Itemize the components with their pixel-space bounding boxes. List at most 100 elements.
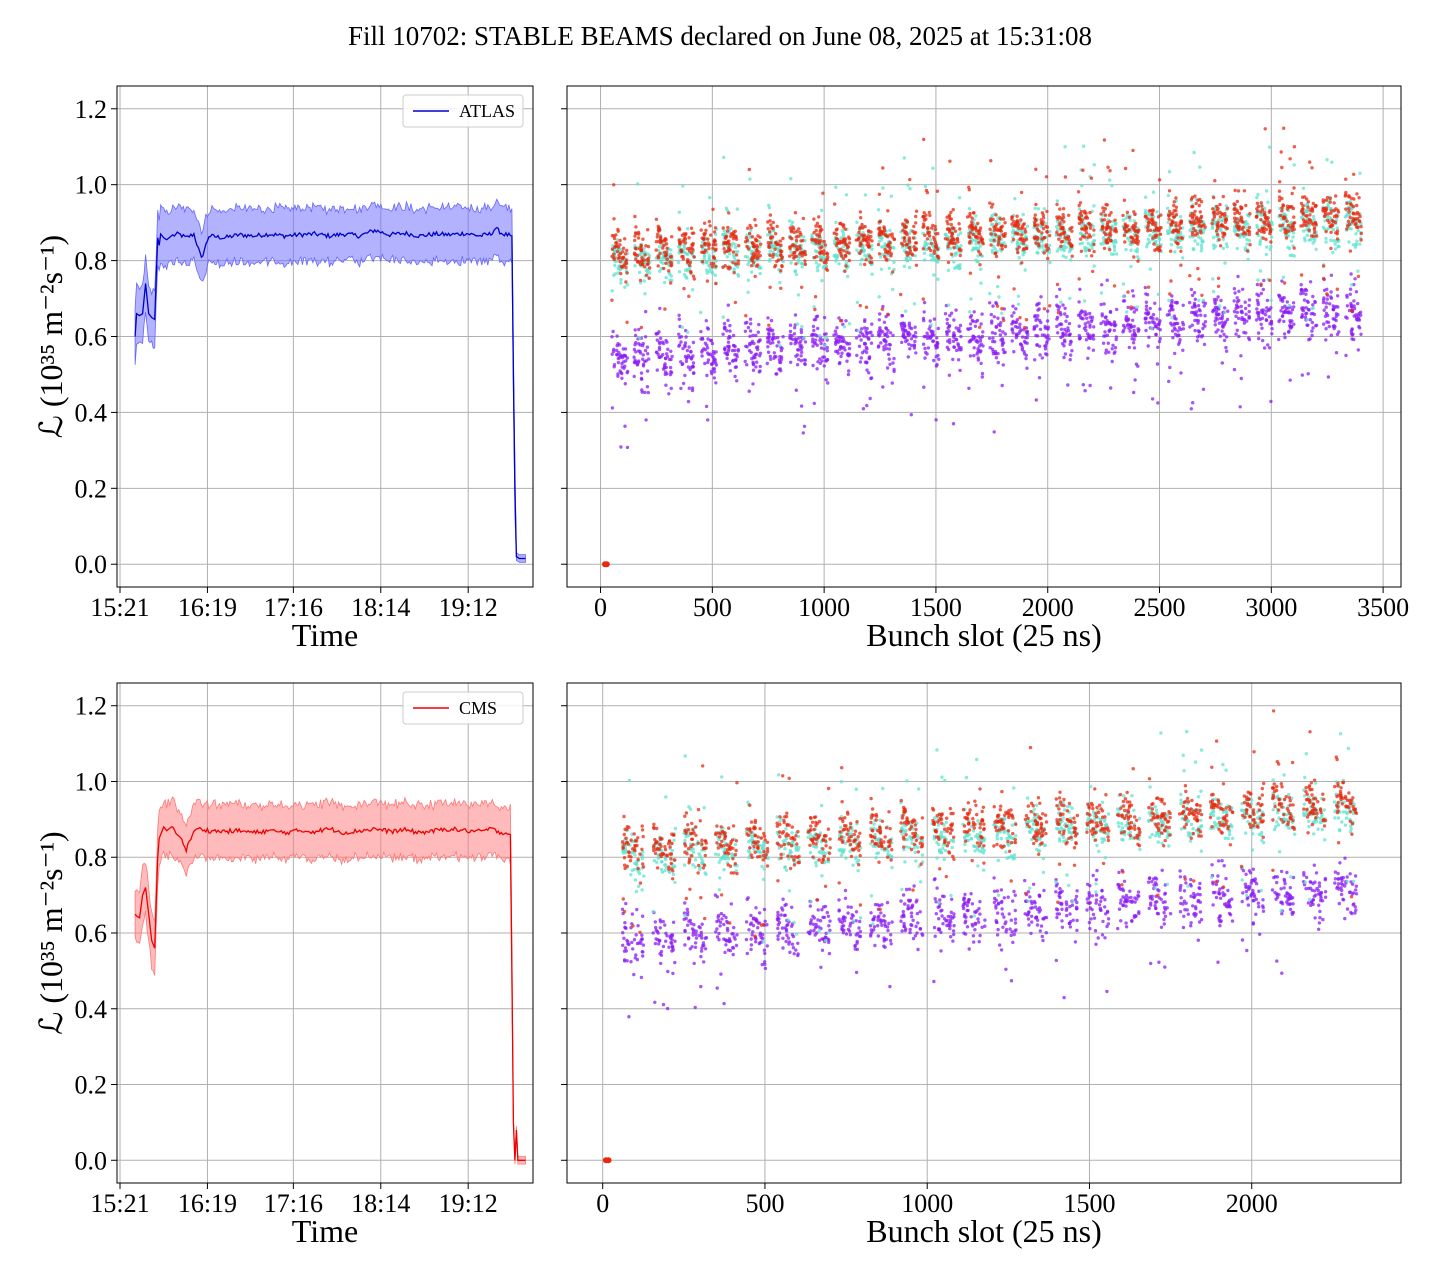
- cms-time-grid: [117, 683, 533, 1183]
- atlas-bunch-point: [900, 340, 904, 345]
- atlas-bunch-point: [978, 263, 982, 267]
- atlas-bunch-point: [623, 252, 628, 256]
- atlas-bunch-point: [1024, 246, 1029, 250]
- atlas-bunch-point: [1056, 308, 1061, 312]
- atlas-bunch-point: [798, 344, 802, 349]
- atlas-bunch-point: [864, 258, 868, 262]
- atlas-bunch-point: [1131, 341, 1136, 345]
- atlas-bunch-point: [799, 347, 803, 352]
- atlas-bunch-point: [623, 262, 627, 267]
- atlas-bunch-point: [913, 331, 918, 335]
- atlas-bunch-point: [619, 271, 623, 276]
- atlas-bunch-point: [811, 363, 815, 368]
- atlas-bunch-point: [880, 307, 884, 311]
- atlas-bunch-point: [1001, 363, 1005, 367]
- atlas-bunch-point: [1216, 284, 1221, 288]
- atlas-bunch-point: [776, 258, 781, 262]
- atlas-bunch-point: [1150, 397, 1155, 401]
- atlas-bunch-point: [633, 234, 637, 238]
- atlas-bunch-point: [1154, 332, 1158, 337]
- atlas-bunch-point: [615, 334, 619, 338]
- atlas-bunch-point: [666, 347, 670, 351]
- atlas-bunch-point: [992, 430, 996, 434]
- atlas-bunch-point: [771, 220, 775, 225]
- atlas-bunch-point: [1352, 172, 1356, 176]
- atlas-bunch-point: [755, 244, 759, 248]
- atlas-bunch-point: [1358, 310, 1363, 314]
- atlas-bunch-point: [749, 322, 753, 326]
- atlas-bunch-point: [767, 338, 771, 343]
- atlas-bunch-point: [946, 222, 950, 226]
- atlas-bunch-point: [865, 335, 869, 339]
- atlas-bunch-point: [1124, 247, 1128, 252]
- atlas-bunch-point: [706, 418, 710, 422]
- atlas-bunch-point: [638, 278, 643, 282]
- atlas-bunch-point: [1010, 339, 1014, 343]
- atlas-bunch-point: [714, 259, 718, 263]
- atlas-bunch-point: [690, 231, 694, 235]
- atlas-bunch-point: [988, 291, 992, 296]
- atlas-bunch-point: [1001, 347, 1005, 352]
- atlas-bunch-point: [754, 346, 759, 350]
- atlas-bunch-point: [1232, 229, 1237, 233]
- atlas-bunch-point: [726, 303, 730, 307]
- atlas-bunch-point: [954, 253, 958, 257]
- atlas-bunch-point: [788, 323, 793, 327]
- atlas-bunch-point: [1213, 323, 1218, 327]
- atlas-bunch-grid: [567, 86, 1401, 587]
- atlas-bunch-point: [1055, 230, 1059, 234]
- atlas-bunch-point: [1083, 313, 1087, 317]
- atlas-bunch-point: [975, 318, 980, 323]
- atlas-bunch-point: [686, 227, 690, 231]
- atlas-bunch-point: [1079, 249, 1084, 253]
- atlas-bunch-point: [1300, 207, 1305, 211]
- atlas-bunch-point: [1167, 170, 1172, 174]
- atlas-bunch-point: [757, 370, 761, 374]
- atlas-bunch-point: [1356, 301, 1360, 306]
- atlas-bunch-point: [989, 232, 993, 236]
- atlas-bunch-point: [824, 359, 828, 363]
- atlas-bunch-point: [1131, 148, 1135, 153]
- atlas-bunch-point: [1144, 321, 1148, 325]
- atlas-bunch-point: [1241, 225, 1246, 229]
- atlas-bunch-point: [687, 263, 692, 268]
- atlas-bunch-point: [705, 373, 709, 378]
- atlas-bunch-point: [1260, 316, 1265, 321]
- atlas-bunch-point: [684, 359, 689, 364]
- atlas-bunch-point: [754, 223, 758, 228]
- atlas-bunch-point: [927, 246, 931, 251]
- atlas-bunch-point: [1148, 233, 1152, 237]
- atlas-bunch-point: [1041, 243, 1045, 247]
- atlas-bunch-point: [803, 340, 808, 344]
- atlas-bunch-point: [710, 341, 715, 346]
- atlas-bunch-point: [683, 237, 688, 241]
- atlas-bunch-point: [1003, 350, 1007, 354]
- atlas-bunch-point: [975, 352, 979, 356]
- atlas-bunch-point: [798, 246, 802, 251]
- atlas-bunch-point: [1195, 242, 1200, 246]
- atlas-bunch-point: [1077, 277, 1081, 281]
- atlas-bunch-point: [770, 226, 774, 230]
- atlas-bunch-point: [924, 334, 928, 339]
- atlas-bunch-point: [641, 357, 645, 361]
- atlas-bunch-point: [1174, 196, 1178, 200]
- atlas-bunch-point: [992, 315, 996, 319]
- atlas-bunch-point: [1174, 240, 1178, 244]
- atlas-bunch-point: [935, 189, 940, 193]
- atlas-bunch-point: [926, 346, 931, 350]
- atlas-bunch-point: [1179, 249, 1183, 253]
- atlas-bunch-point: [958, 266, 962, 270]
- atlas-bunch-point: [921, 316, 926, 321]
- atlas-bunch-point: [1021, 241, 1026, 245]
- atlas-bunch-point: [1314, 247, 1318, 251]
- atlas-bunch-point: [868, 260, 872, 264]
- atlas-bunch-point: [1147, 335, 1151, 339]
- atlas-bunch-point: [1159, 226, 1163, 230]
- atlas-bunch-point: [788, 333, 792, 337]
- atlas-bunch-point: [725, 255, 729, 259]
- atlas-bunch-point: [1239, 206, 1244, 210]
- atlas-bunch-point: [933, 227, 938, 232]
- atlas-bunch-point: [922, 251, 927, 256]
- atlas-bunch-point: [998, 323, 1002, 328]
- atlas-bunch-point: [1060, 239, 1065, 244]
